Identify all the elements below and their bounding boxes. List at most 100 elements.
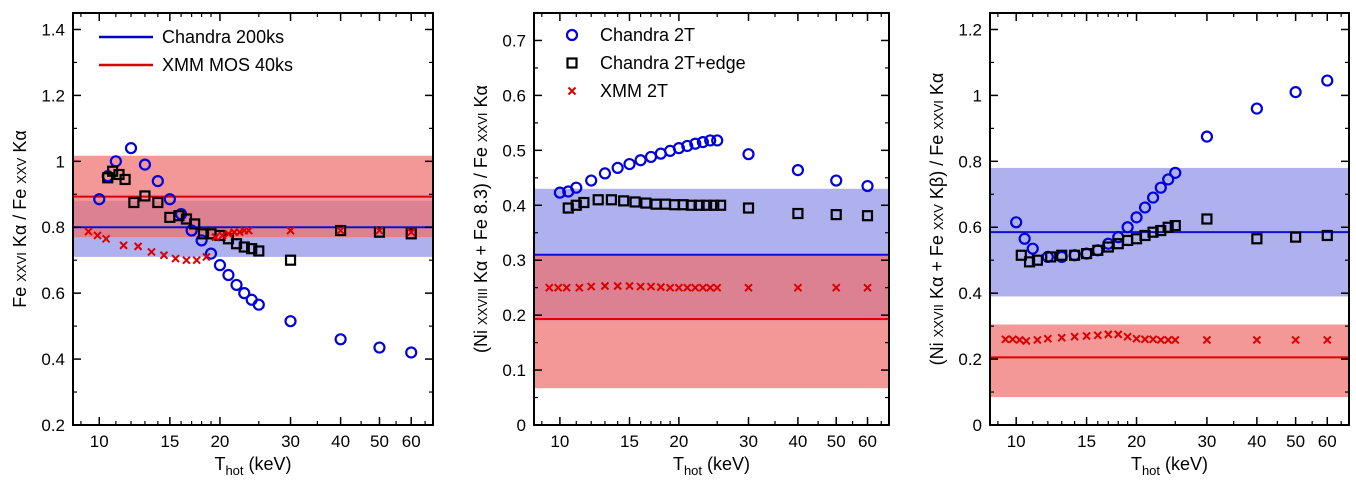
x-tick-label: 40 [788, 432, 807, 451]
data-point [691, 283, 700, 292]
data-point [600, 281, 610, 291]
data-point [586, 282, 596, 291]
data-point [562, 283, 571, 292]
data-point [124, 142, 138, 155]
y-tick-label: 0.1 [502, 361, 526, 380]
data-point [1015, 335, 1024, 345]
legend-marker [567, 86, 577, 96]
data-point [585, 174, 598, 187]
series-chandra-2t [553, 134, 874, 199]
data-point [863, 283, 872, 292]
data-point [665, 283, 675, 292]
data-point [93, 231, 102, 240]
data-point [683, 283, 692, 292]
data-point [861, 210, 874, 222]
x-tick-label: 50 [370, 432, 389, 451]
data-point [1069, 249, 1081, 261]
band-xmm [534, 254, 889, 389]
data-point [625, 281, 634, 291]
data-point [570, 181, 583, 194]
data-point [152, 196, 164, 209]
x-tick-label: 15 [1077, 432, 1096, 451]
data-point [1082, 331, 1091, 341]
legend-item: Chandra 2T [565, 25, 695, 45]
y-tick-label: 1.4 [41, 20, 65, 39]
data-point [1162, 221, 1174, 233]
data-point [1018, 232, 1031, 245]
data-point [230, 278, 243, 292]
x-tick-label: 10 [90, 432, 109, 451]
data-point [634, 154, 647, 167]
data-point [693, 199, 705, 211]
y-tick-label: 0 [517, 416, 526, 435]
data-point [211, 232, 220, 242]
data-point [373, 341, 386, 354]
data-point [253, 245, 265, 257]
data-point [712, 283, 722, 292]
data-point [373, 226, 386, 238]
data-point [284, 254, 297, 266]
data-point [1146, 191, 1160, 204]
data-point [101, 234, 111, 243]
data-point [1163, 335, 1173, 345]
data-point [163, 193, 176, 206]
data-point [791, 164, 804, 177]
data-point [218, 231, 227, 240]
data-point [1070, 332, 1079, 341]
data-point [171, 254, 180, 263]
data-point [832, 283, 841, 292]
data-point [1291, 335, 1300, 345]
data-point [1033, 335, 1042, 345]
data-point [644, 150, 658, 164]
series-xmm-2t [545, 281, 872, 292]
data-point [681, 139, 694, 153]
data-point [128, 196, 140, 209]
data-point [1323, 335, 1332, 345]
data-point [578, 196, 590, 209]
legend-label: Chandra 2T+edge [600, 53, 746, 73]
x-tick-label: 30 [739, 432, 758, 451]
series-chandra-2t-edge [1015, 213, 1333, 268]
data-point [238, 287, 251, 300]
data-point [1200, 130, 1214, 143]
data-point [189, 218, 201, 230]
data-point [1031, 254, 1044, 266]
data-point [119, 241, 128, 250]
data-point [1147, 226, 1159, 238]
data-point [1056, 249, 1068, 261]
data-point [1121, 221, 1134, 234]
y-tick-label: 0.4 [502, 196, 526, 215]
data-point [742, 148, 755, 161]
x-tick-label: 60 [858, 432, 877, 451]
data-point [1140, 335, 1150, 344]
data-point [1104, 330, 1113, 339]
y-tick-label: 0.8 [958, 152, 982, 171]
panel-3: 10 15 20 30 40 50 60 0 0.2 0.4 0.6 0.8 1 1.2 Thot (keV… [927, 12, 1350, 478]
data-point [133, 242, 143, 251]
data-point [646, 282, 656, 291]
data-point [252, 298, 265, 311]
data-point [570, 199, 582, 211]
data-point [1202, 335, 1212, 345]
data-point [1080, 248, 1093, 260]
data-point [1138, 201, 1152, 214]
data-point [553, 186, 566, 199]
data-point [742, 202, 755, 214]
data-point [1148, 335, 1158, 344]
plot-frame [989, 12, 1350, 426]
data-point [1123, 332, 1132, 341]
data-point [197, 228, 210, 240]
y-tick-label: 0.6 [958, 218, 982, 237]
data-point [334, 333, 347, 346]
data-point [553, 283, 563, 292]
data-point [1290, 231, 1302, 243]
data-point [222, 268, 235, 282]
data-point [1201, 213, 1213, 225]
y-tick-label: 0.7 [502, 31, 526, 50]
data-point [711, 134, 724, 147]
data-point [173, 210, 185, 222]
data-point [375, 226, 384, 235]
legend-item: XMM MOS 40ks [99, 55, 293, 75]
data-point [139, 190, 151, 202]
data-point [185, 224, 198, 237]
